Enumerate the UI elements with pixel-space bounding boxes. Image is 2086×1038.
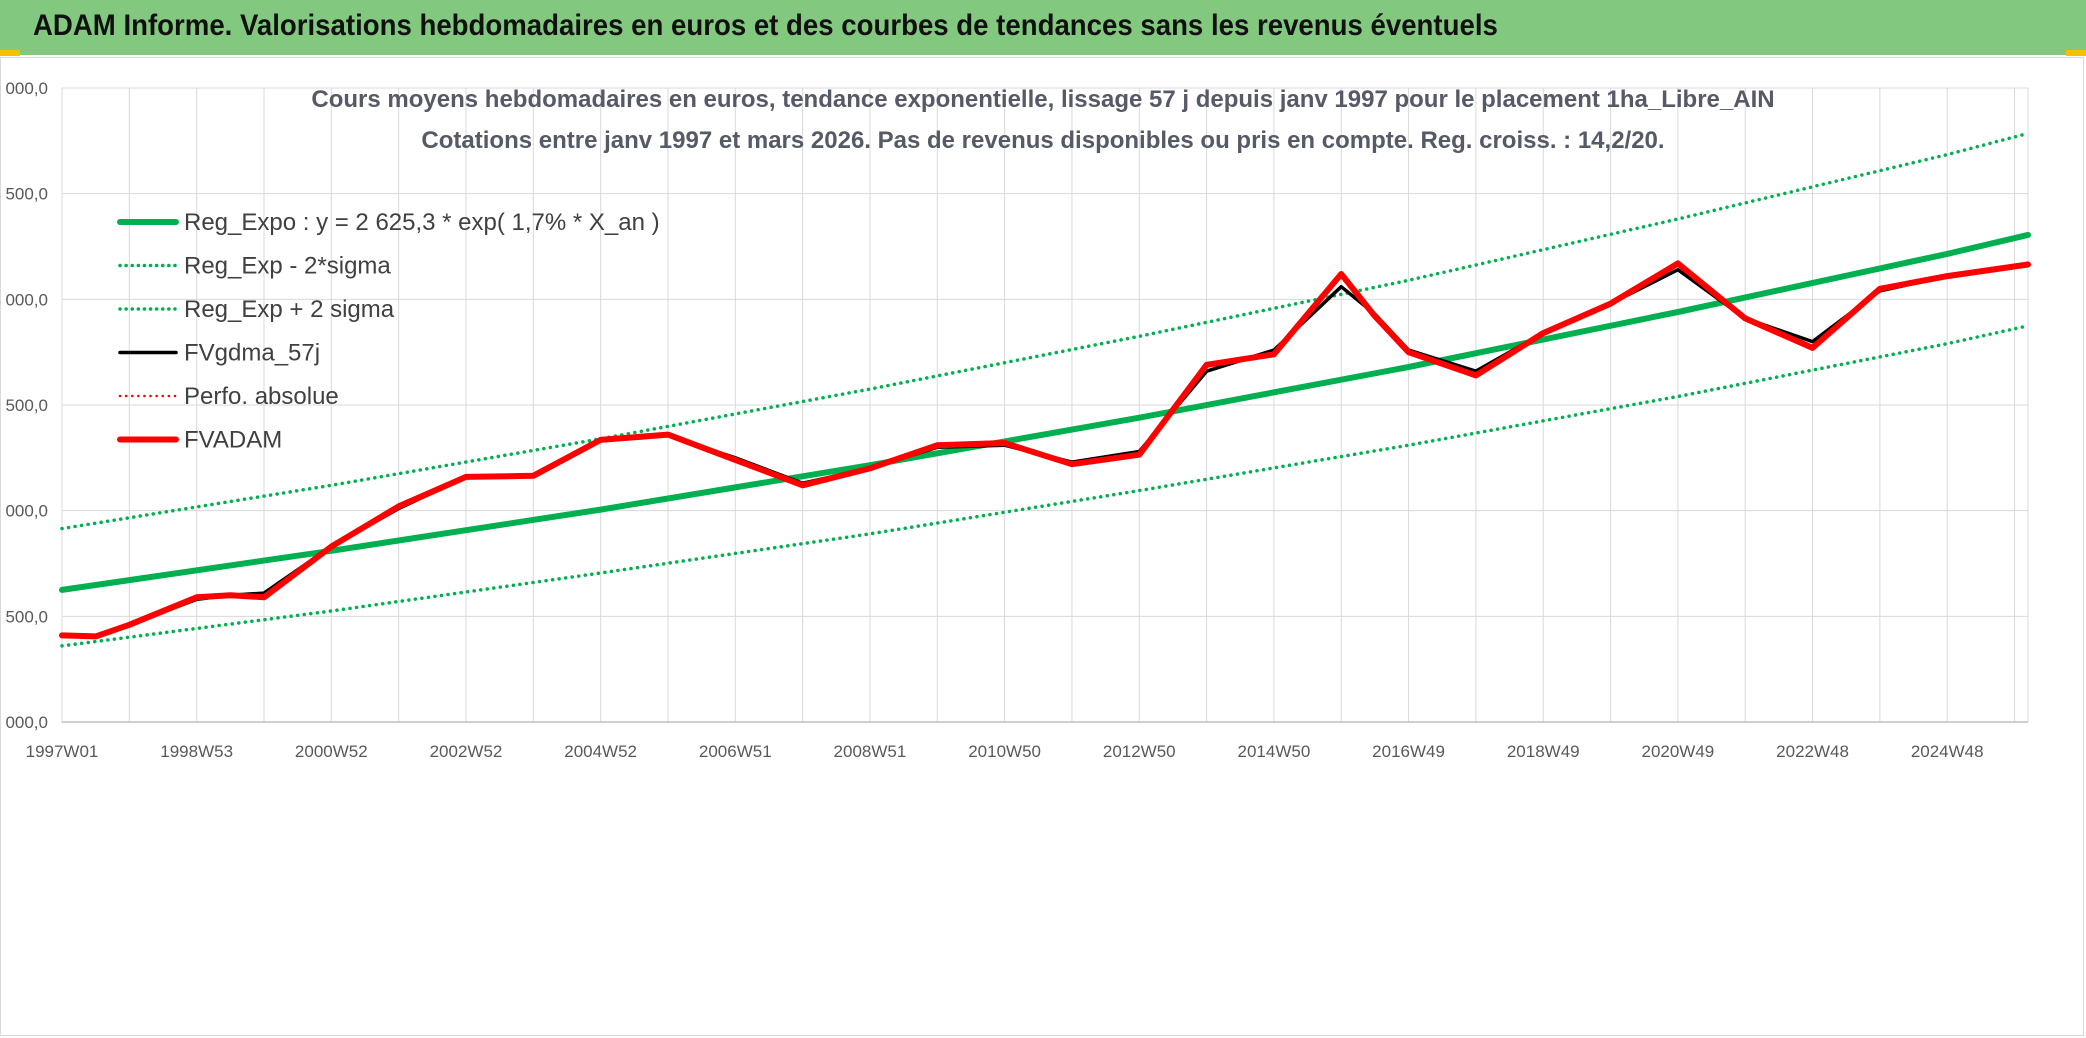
gridlines [61,87,2029,723]
x-tick-label: 2020W49 [1641,742,1714,761]
series-line-5 [59,260,2031,640]
legend-label: Reg_Expo : y = 2 625,3 * exp( 1,7% * X_a… [184,209,660,236]
y-tick-label: 2 000,0 [0,713,48,732]
chart-frame [0,57,2084,1036]
frame-corner-right [2066,50,2086,56]
series-line-0 [59,231,2031,593]
frame-corner-left [0,50,20,56]
y-tick-label: 5 000,0 [0,79,48,98]
legend: Reg_Expo : y = 2 625,3 * exp( 1,7% * X_a… [117,209,660,454]
title-banner: ADAM Informe. Valorisations hebdomadaire… [0,0,2086,55]
x-tick-label: 2016W49 [1372,742,1445,761]
legend-label: Perfo. absolue [184,383,339,410]
x-tick-label: 2006W51 [699,742,772,761]
y-tick-label: 3 500,0 [0,396,48,415]
x-tick-label: 2022W48 [1776,742,1849,761]
x-tick-label: 2008W51 [834,742,907,761]
legend-label: FVADAM [184,427,282,454]
x-tick-label: 2004W52 [564,742,637,761]
y-tick-label: 2 500,0 [0,607,48,626]
y-tick-label: 4 000,0 [0,290,48,309]
x-tick-label: 2012W50 [1103,742,1176,761]
legend-label: Reg_Exp - 2*sigma [184,253,391,280]
legend-label: Reg_Exp + 2 sigma [184,296,395,323]
series-lines [59,131,2031,648]
x-tick-label: 1997W01 [26,742,99,761]
x-tick-label: 1998W53 [160,742,233,761]
chart-title: Cours moyens hebdomadaires en euros, ten… [311,86,1775,113]
series-line-2 [60,131,2030,531]
y-tick-label: 4 500,0 [0,185,48,204]
x-tick-label: 2018W49 [1507,742,1580,761]
x-tick-label: 2014W50 [1238,742,1311,761]
legend-label: FVgdma_57j [184,340,320,367]
x-tick-label: 2024W48 [1911,742,1984,761]
series-line-1 [60,324,2030,648]
y-tick-label: 3 000,0 [0,502,48,521]
axes: 2 000,0 2 500,0 3 000,0 3 500,0 4 000,0 4 500… [0,79,2028,761]
x-tick-label: 2010W50 [968,742,1041,761]
x-tick-label: 2000W52 [295,742,368,761]
chart-subtitle: Cotations entre janv 1997 et mars 2026. … [421,127,1665,154]
report-title: ADAM Informe. Valorisations hebdomadaire… [33,9,1498,42]
x-tick-label: 2002W52 [430,742,503,761]
